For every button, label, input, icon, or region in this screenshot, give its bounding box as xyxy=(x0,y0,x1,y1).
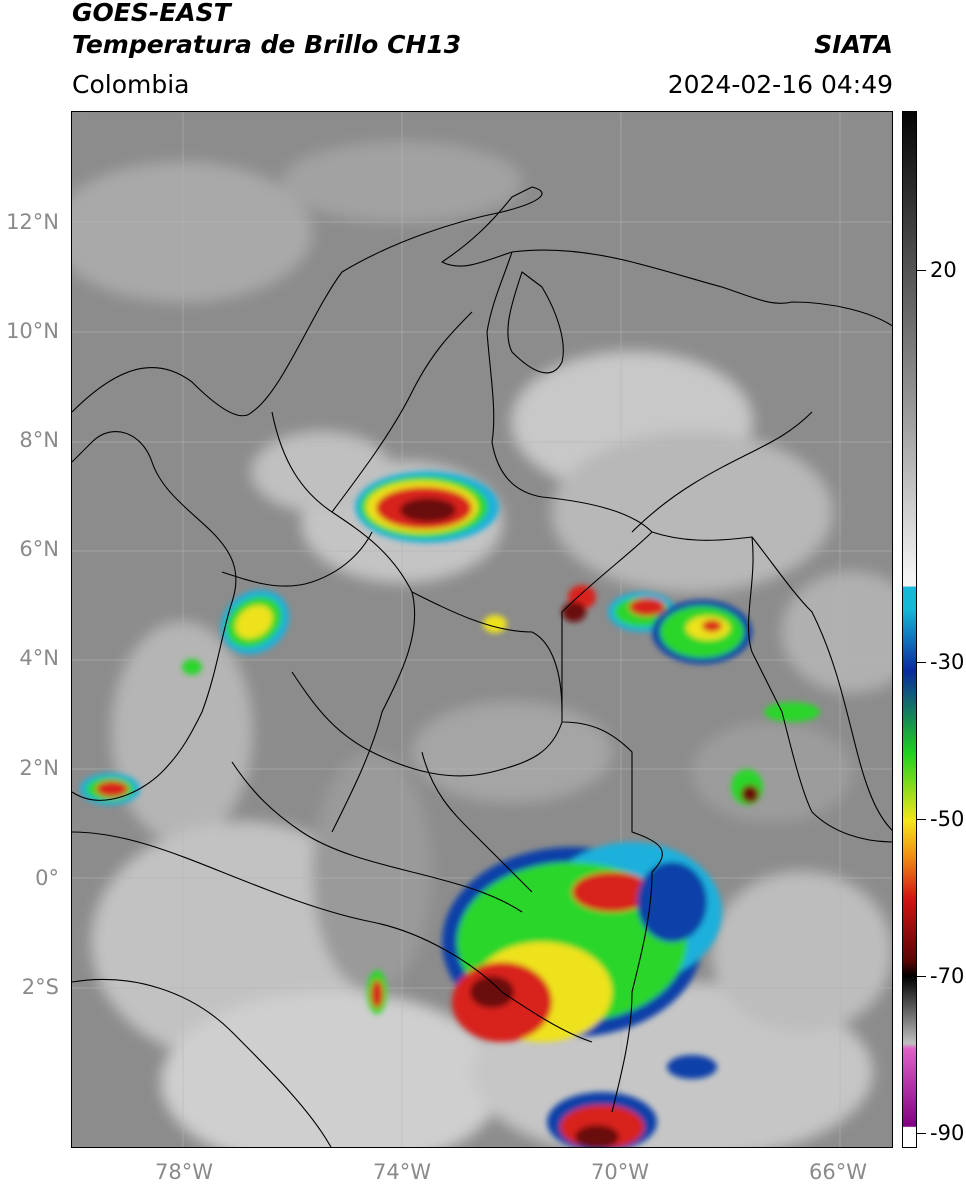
colorbar-label-neg70: -70 xyxy=(930,964,965,988)
colorbar-tick xyxy=(917,662,926,663)
storm-cells xyxy=(80,471,820,1147)
border-colombia-venezuela xyxy=(486,251,892,843)
satellite-title: GOES-EAST xyxy=(72,0,231,27)
storm-cell-coast xyxy=(80,773,140,805)
datetime-label: 2024-02-16 04:49 xyxy=(667,70,893,99)
lat-label-8N: 8°N xyxy=(19,428,59,452)
lat-label-2S: 2°S xyxy=(21,975,59,999)
brand-label: SIATA xyxy=(814,30,893,59)
dept-lines-5 xyxy=(291,671,563,777)
dept-lines-4 xyxy=(221,531,373,587)
dept-lines-3 xyxy=(411,591,563,713)
boundaries xyxy=(72,186,892,1147)
colorbar-tick xyxy=(917,819,926,820)
border-colombia-peru xyxy=(72,831,593,1043)
dept-lines-2 xyxy=(331,311,473,513)
lat-label-6N: 6°N xyxy=(19,537,59,561)
lon-label-74W: 74°W xyxy=(373,1160,431,1184)
storm-cell-orinoco xyxy=(483,585,820,805)
lat-label-10N: 10°N xyxy=(6,319,59,343)
map-canvas xyxy=(72,112,892,1147)
lon-label-66W: 66°W xyxy=(809,1160,867,1184)
border-ecuador-peru xyxy=(72,978,332,1147)
colorbar-tick xyxy=(917,270,926,271)
lat-label-2N: 2°N xyxy=(19,756,59,780)
colorbar-label-neg30: -30 xyxy=(930,650,965,674)
storm-cell-amazon xyxy=(367,842,722,1147)
lat-label-0: 0° xyxy=(35,866,59,890)
colorbar-tick xyxy=(917,1133,926,1134)
coastline-caribbean xyxy=(72,186,892,417)
colorbar-tick xyxy=(917,976,926,977)
guyana-border xyxy=(751,536,892,831)
dept-lines-6 xyxy=(231,761,523,913)
lat-label-12N: 12°N xyxy=(6,210,59,234)
storm-cell-pacific xyxy=(182,589,290,675)
storm-cell-magdalena xyxy=(355,471,499,543)
colorbar-label-20: 20 xyxy=(930,258,957,282)
colorbar xyxy=(902,111,917,1148)
maracaibo-lake xyxy=(507,271,564,374)
lon-label-78W: 78°W xyxy=(155,1160,213,1184)
lat-label-4N: 4°N xyxy=(19,646,59,670)
product-title: Temperatura de Brillo CH13 xyxy=(72,30,462,59)
colorbar-label-neg90: -90 xyxy=(930,1121,965,1145)
lon-label-70W: 70°W xyxy=(591,1160,649,1184)
border-colombia-brazil xyxy=(561,531,663,1113)
colorbar-label-neg50: -50 xyxy=(930,807,965,831)
satellite-map[interactable] xyxy=(71,111,893,1148)
venezuela-interior xyxy=(631,411,813,533)
region-label: Colombia xyxy=(72,70,190,99)
dept-lines-7 xyxy=(421,751,533,893)
coastline-pacific xyxy=(72,431,237,801)
